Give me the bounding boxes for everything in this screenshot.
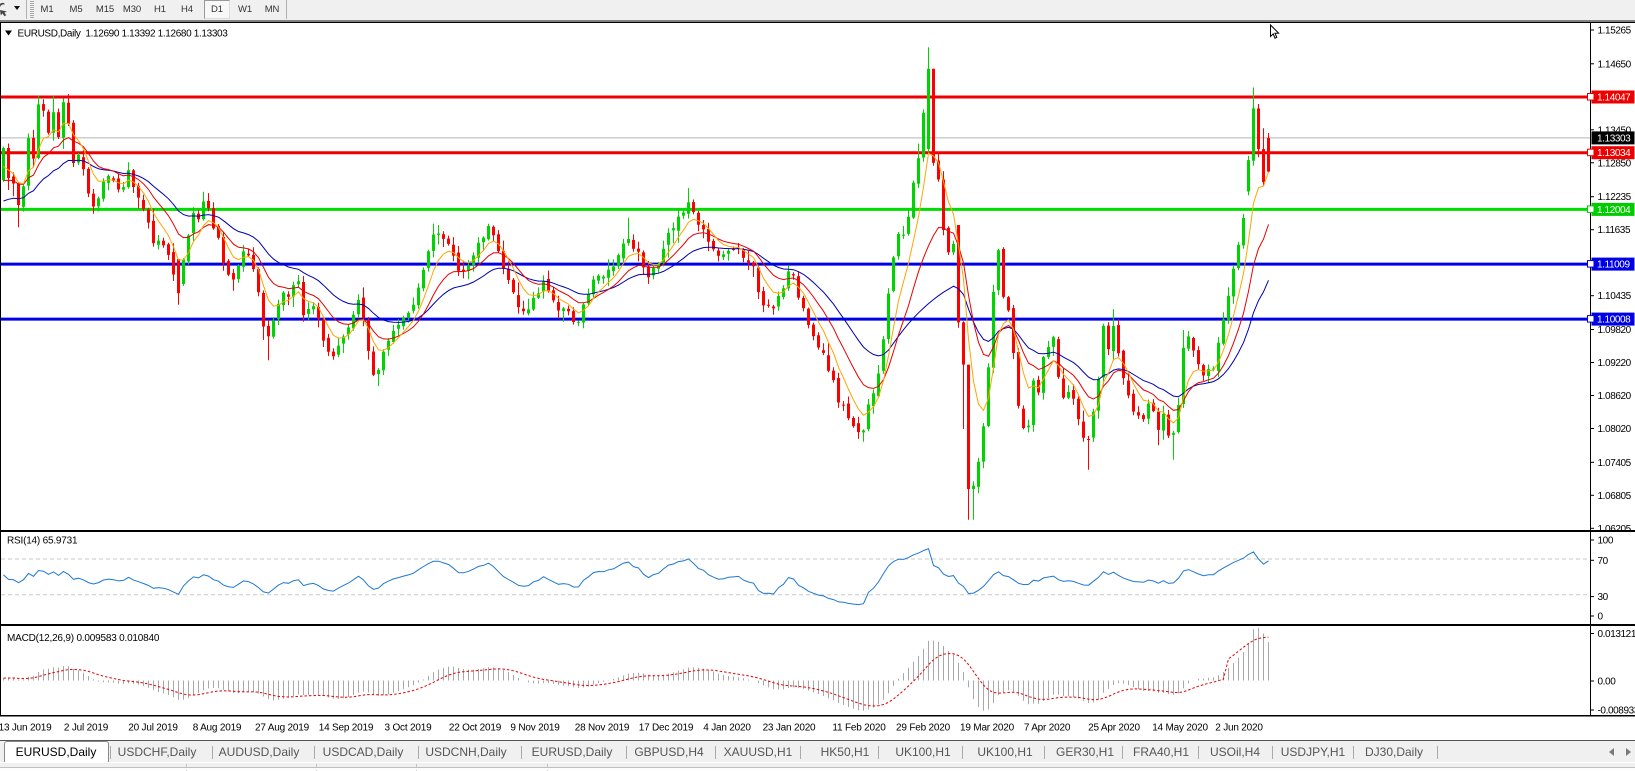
svg-text:30: 30 [1598, 592, 1609, 603]
svg-text:27 Aug 2019: 27 Aug 2019 [255, 723, 310, 734]
svg-text:1.13303: 1.13303 [1597, 133, 1631, 144]
svg-text:14 Sep 2019: 14 Sep 2019 [319, 723, 374, 734]
svg-text:1.08620: 1.08620 [1598, 391, 1632, 402]
svg-text:2 Jun 2020: 2 Jun 2020 [1215, 723, 1263, 734]
svg-text:28 Nov 2019: 28 Nov 2019 [575, 723, 630, 734]
svg-text:25 Apr 2020: 25 Apr 2020 [1088, 723, 1140, 734]
svg-text:-0.008933: -0.008933 [1598, 706, 1635, 717]
svg-text:1.15265: 1.15265 [1598, 26, 1632, 37]
svg-text:1.09220: 1.09220 [1598, 358, 1632, 369]
svg-text:1.09820: 1.09820 [1598, 325, 1632, 336]
svg-text:3 Oct 2019: 3 Oct 2019 [385, 723, 433, 734]
svg-text:MACD(12,26,9) 0.009583 0.01084: MACD(12,26,9) 0.009583 0.010840 [7, 633, 160, 644]
svg-text:22 Oct 2019: 22 Oct 2019 [449, 723, 502, 734]
svg-text:1.12235: 1.12235 [1598, 192, 1632, 203]
svg-text:100: 100 [1598, 536, 1614, 547]
svg-text:1.08020: 1.08020 [1598, 424, 1632, 435]
svg-text:23 Jan 2020: 23 Jan 2020 [763, 723, 816, 734]
svg-text:EURUSD,Daily 1.12690 1.13392: EURUSD,Daily 1.12690 1.13392 1.12680 1.1… [18, 29, 229, 40]
svg-text:17 Dec 2019: 17 Dec 2019 [639, 723, 694, 734]
svg-text:14 May 2020: 14 May 2020 [1152, 723, 1208, 734]
svg-text:1.14650: 1.14650 [1598, 59, 1632, 70]
svg-text:8 Aug 2019: 8 Aug 2019 [193, 723, 242, 734]
svg-text:1.12850: 1.12850 [1598, 158, 1632, 169]
svg-text:1.07405: 1.07405 [1598, 458, 1632, 469]
svg-text:1.06205: 1.06205 [1598, 524, 1632, 535]
svg-text:9 Nov 2019: 9 Nov 2019 [510, 723, 560, 734]
svg-text:70: 70 [1598, 556, 1609, 567]
svg-text:19 Mar 2020: 19 Mar 2020 [960, 723, 1015, 734]
svg-text:1.13034: 1.13034 [1597, 148, 1631, 159]
svg-text:7 Apr 2020: 7 Apr 2020 [1024, 723, 1071, 734]
svg-text:1.11635: 1.11635 [1598, 225, 1631, 236]
svg-text:13 Jun 2019: 13 Jun 2019 [0, 723, 52, 734]
svg-text:20 Jul 2019: 20 Jul 2019 [128, 723, 178, 734]
svg-text:0.013121: 0.013121 [1598, 629, 1635, 640]
svg-text:1.12004: 1.12004 [1597, 205, 1631, 216]
svg-text:1.06805: 1.06805 [1598, 491, 1632, 502]
svg-text:1.10008: 1.10008 [1597, 315, 1631, 326]
svg-text:1.14047: 1.14047 [1597, 93, 1631, 104]
svg-text:0.00: 0.00 [1598, 677, 1617, 688]
svg-text:29 Feb 2020: 29 Feb 2020 [896, 723, 951, 734]
svg-text:11 Feb 2020: 11 Feb 2020 [832, 723, 886, 734]
svg-text:2 Jul 2019: 2 Jul 2019 [64, 723, 109, 734]
svg-text:RSI(14) 65.9731: RSI(14) 65.9731 [7, 536, 78, 547]
svg-text:0: 0 [1598, 612, 1604, 623]
svg-text:4 Jan 2020: 4 Jan 2020 [703, 723, 751, 734]
svg-text:1.11009: 1.11009 [1597, 260, 1630, 271]
svg-text:1.10435: 1.10435 [1598, 291, 1632, 302]
